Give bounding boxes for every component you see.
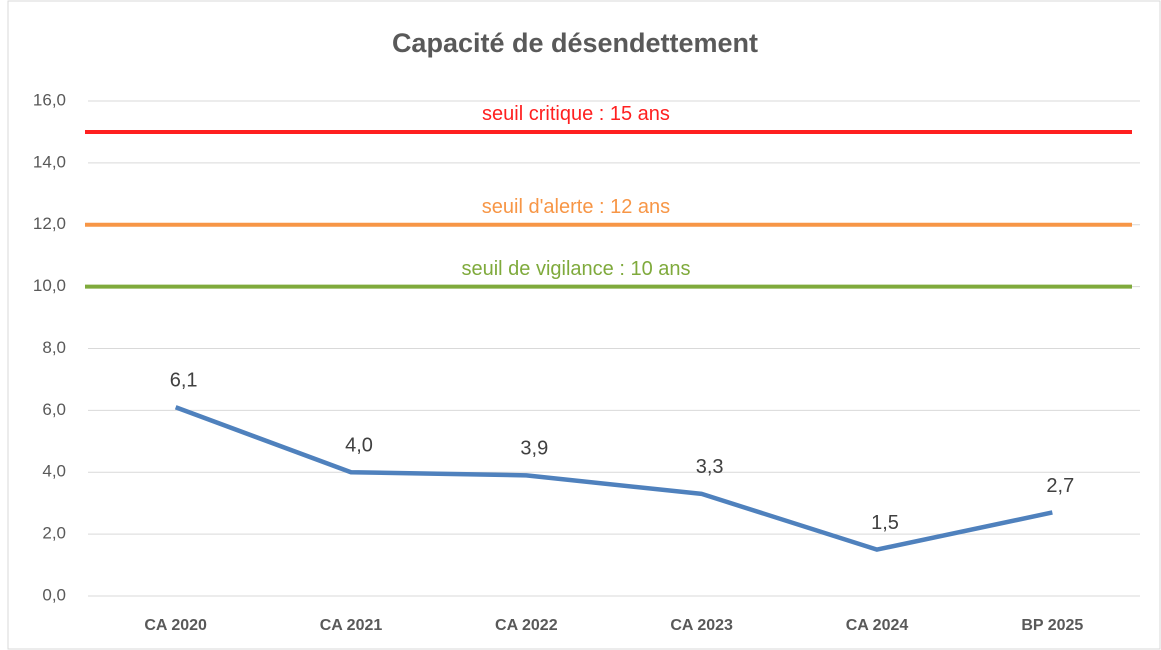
x-tick-label: CA 2020: [144, 617, 207, 634]
y-tick-label: 10,0: [33, 276, 66, 295]
y-tick-label: 4,0: [42, 462, 66, 481]
data-label: 3,9: [520, 438, 548, 460]
y-tick-label: 2,0: [42, 524, 66, 543]
y-tick-label: 16,0: [33, 90, 66, 109]
data-label: 3,3: [696, 456, 724, 478]
threshold-label: seuil de vigilance : 10 ans: [461, 258, 690, 280]
x-tick-label: CA 2024: [846, 617, 909, 634]
chart-frame: [7, 0, 1161, 650]
data-label: 6,1: [170, 370, 198, 392]
x-tick-label: BP 2025: [1021, 617, 1083, 634]
data-line: [174, 405, 1053, 552]
y-tick-label: 0,0: [42, 585, 66, 604]
data-label: 1,5: [871, 512, 899, 534]
threshold-label: seuil d'alerte : 12 ans: [482, 196, 670, 218]
x-tick-label: CA 2022: [495, 617, 558, 634]
data-label: 2,7: [1046, 475, 1074, 497]
y-tick-label: 14,0: [33, 152, 66, 171]
threshold-label: seuil critique : 15 ans: [482, 103, 670, 125]
chart-title: Capacité de désendettement: [392, 28, 758, 58]
x-tick-label: CA 2023: [670, 617, 733, 634]
y-tick-label: 12,0: [33, 214, 66, 233]
y-tick-label: 6,0: [42, 400, 66, 419]
x-tick-label: CA 2021: [320, 617, 383, 634]
y-tick-label: 8,0: [42, 338, 66, 357]
data-label: 4,0: [345, 435, 373, 457]
